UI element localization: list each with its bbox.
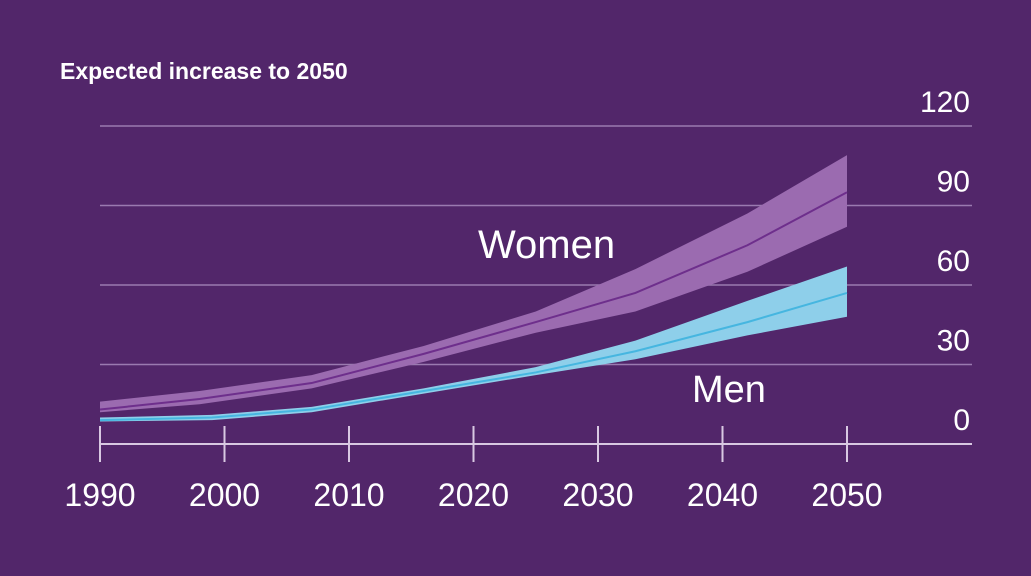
women-band [100, 155, 847, 413]
series-lines [99, 191, 848, 422]
chart-title: Expected increase to 2050 [60, 58, 348, 84]
men-band [100, 266, 847, 422]
x-tick-label-2000: 2000 [189, 477, 260, 513]
y-tick-label-30: 30 [937, 325, 970, 358]
x-tick-label-2030: 2030 [562, 477, 633, 513]
y-tick-label-60: 60 [937, 245, 970, 278]
men-label: Men [692, 369, 766, 411]
y-tick-label-120: 120 [920, 86, 970, 119]
x-tick-label-2010: 2010 [313, 477, 384, 513]
men-line [99, 291, 848, 422]
y-tick-label-90: 90 [937, 166, 970, 199]
x-axis: 1990 2000 2010 2020 2030 2040 2050 [64, 426, 972, 513]
confidence-bands [100, 155, 847, 422]
x-tick-label-2050: 2050 [811, 477, 882, 513]
women-label: Women [478, 223, 615, 267]
series-labels: Women Men [478, 223, 766, 411]
y-axis: 0 30 60 90 120 [920, 86, 970, 437]
y-tick-label-0: 0 [953, 404, 970, 437]
x-tick-label-2040: 2040 [687, 477, 758, 513]
x-tick-label-1990: 1990 [64, 477, 135, 513]
x-tick-label-2020: 2020 [438, 477, 509, 513]
women-line [99, 191, 848, 411]
